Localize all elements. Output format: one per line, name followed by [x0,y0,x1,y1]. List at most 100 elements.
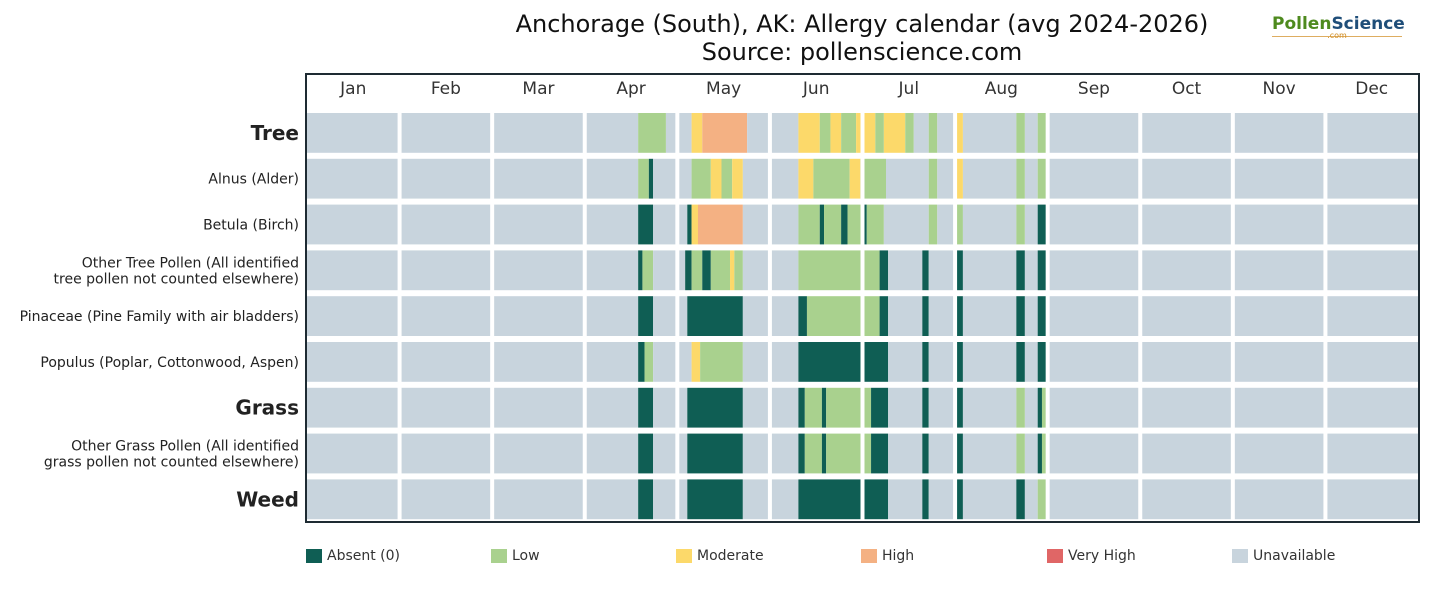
heatmap-cell [307,158,639,199]
heatmap-cell [1041,387,1049,428]
heatmap-cell [644,342,654,382]
heatmap-cell [1037,479,1049,520]
heatmap-cell [1037,433,1042,474]
heatmap-cell [956,158,963,199]
row-label: Pinaceae (Pine Family with air bladders) [20,309,299,325]
heatmap-cell [798,204,820,245]
heatmap-cell [798,342,889,382]
heatmap-cell [685,250,692,291]
heatmap-cell [1016,296,1025,336]
heatmap-cell [888,387,923,428]
legend-item: Low [491,547,540,565]
row-label-line: Pinaceae (Pine Family with air bladders) [20,309,299,325]
heatmap-cell [956,342,963,382]
heatmap-cell [307,433,639,474]
month-label: Feb [431,79,461,99]
heatmap-cell [653,204,688,245]
heatmap-cell [307,342,639,382]
heatmap-cell [307,204,639,245]
heatmap-cell [798,158,814,199]
legend-swatch [491,549,507,563]
heatmap-cell [1037,113,1049,153]
heatmap-cell [653,342,692,382]
heatmap-cell [687,387,743,428]
heatmap-cell [691,158,711,199]
heatmap-cell [700,342,743,382]
heatmap-cell [824,204,842,245]
row-label-line: Tree [251,121,299,145]
heatmap-cell [922,342,929,382]
chart-title-line2: Source: pollenscience.com [701,38,1023,66]
allergy-calendar-chart: Jan Feb Mar Apr May Jun Jul Aug Sep Oct Nov Dec Tree… [20,73,1420,523]
heatmap-cell [922,433,929,474]
heatmap-cell [638,433,654,474]
heatmap-cell [638,479,654,520]
row-heading-label: Tree [251,121,299,145]
heatmap-cell [1016,113,1025,153]
legend-item: Unavailable [1232,547,1335,565]
legend-item: Moderate [676,547,764,565]
heatmap-cell [922,296,929,336]
heatmap-cell [937,204,957,245]
month-label: Jul [898,79,920,99]
heatmap-cell [962,113,1017,153]
heatmap-cell [883,204,929,245]
heatmap-cell [307,387,639,428]
heatmap-cell [962,342,1017,382]
heatmap-cell [879,296,889,336]
legend-swatch [306,549,322,563]
heatmap-cell [856,113,876,153]
row-label-line: Grass [235,396,299,420]
heatmap-cell [1037,296,1049,336]
heatmap-cell [804,433,822,474]
chart-title: Anchorage (South), AK: Allergy calendar … [306,10,1418,66]
heatmap-cell [653,250,686,291]
heatmap-cell [702,113,748,153]
heatmap-cell [307,250,639,291]
heatmap-cell [886,158,929,199]
heatmap-cell [888,296,923,336]
row-label-line: Alnus (Alder) [208,172,299,188]
heatmap-cell [841,204,848,245]
heatmap-cell [905,113,914,153]
heatmap-cell [653,479,688,520]
legend-swatch [1232,549,1248,563]
month-label: Nov [1263,79,1296,99]
legend-item: Absent (0) [306,547,400,565]
heatmap-cell [1016,433,1025,474]
heatmap-cell [1037,342,1049,382]
heatmap-cell [691,250,703,291]
heatmap-cell [830,113,842,153]
heatmap-cell [307,296,639,336]
heatmap-cell [798,387,805,428]
heatmap-cell [956,113,963,153]
row-label-line: grass pollen not counted elsewhere) [44,455,299,471]
heatmap-cell [638,158,649,199]
heatmap-cell [638,204,654,245]
heatmap-cell [697,204,743,245]
heatmap-cell [922,387,929,428]
heatmap-cell [841,113,857,153]
heatmap-cell [730,250,735,291]
legend-item: Very High [1047,547,1136,565]
heatmap-cell [653,158,692,199]
heatmap-cell [928,433,957,474]
legend-label: High [882,548,915,564]
heatmap-cell [1024,387,1038,428]
heatmap-cell [922,250,929,291]
month-label: Oct [1172,79,1202,99]
heatmap-cell [962,296,1017,336]
month-label: Jun [802,79,830,99]
heatmap-cell [702,250,711,291]
heatmap-cell [1024,204,1038,245]
heatmap-cell [1024,479,1038,520]
heatmap-cell [860,158,886,199]
heatmap-cell [928,250,957,291]
heatmap-cell [962,204,1017,245]
heatmap-cell [307,113,639,153]
heatmap-cell [813,158,850,199]
heatmap-cell [928,296,957,336]
heatmap-cell [798,433,805,474]
heatmap-cell [1016,387,1025,428]
heatmap-cell [1024,433,1038,474]
